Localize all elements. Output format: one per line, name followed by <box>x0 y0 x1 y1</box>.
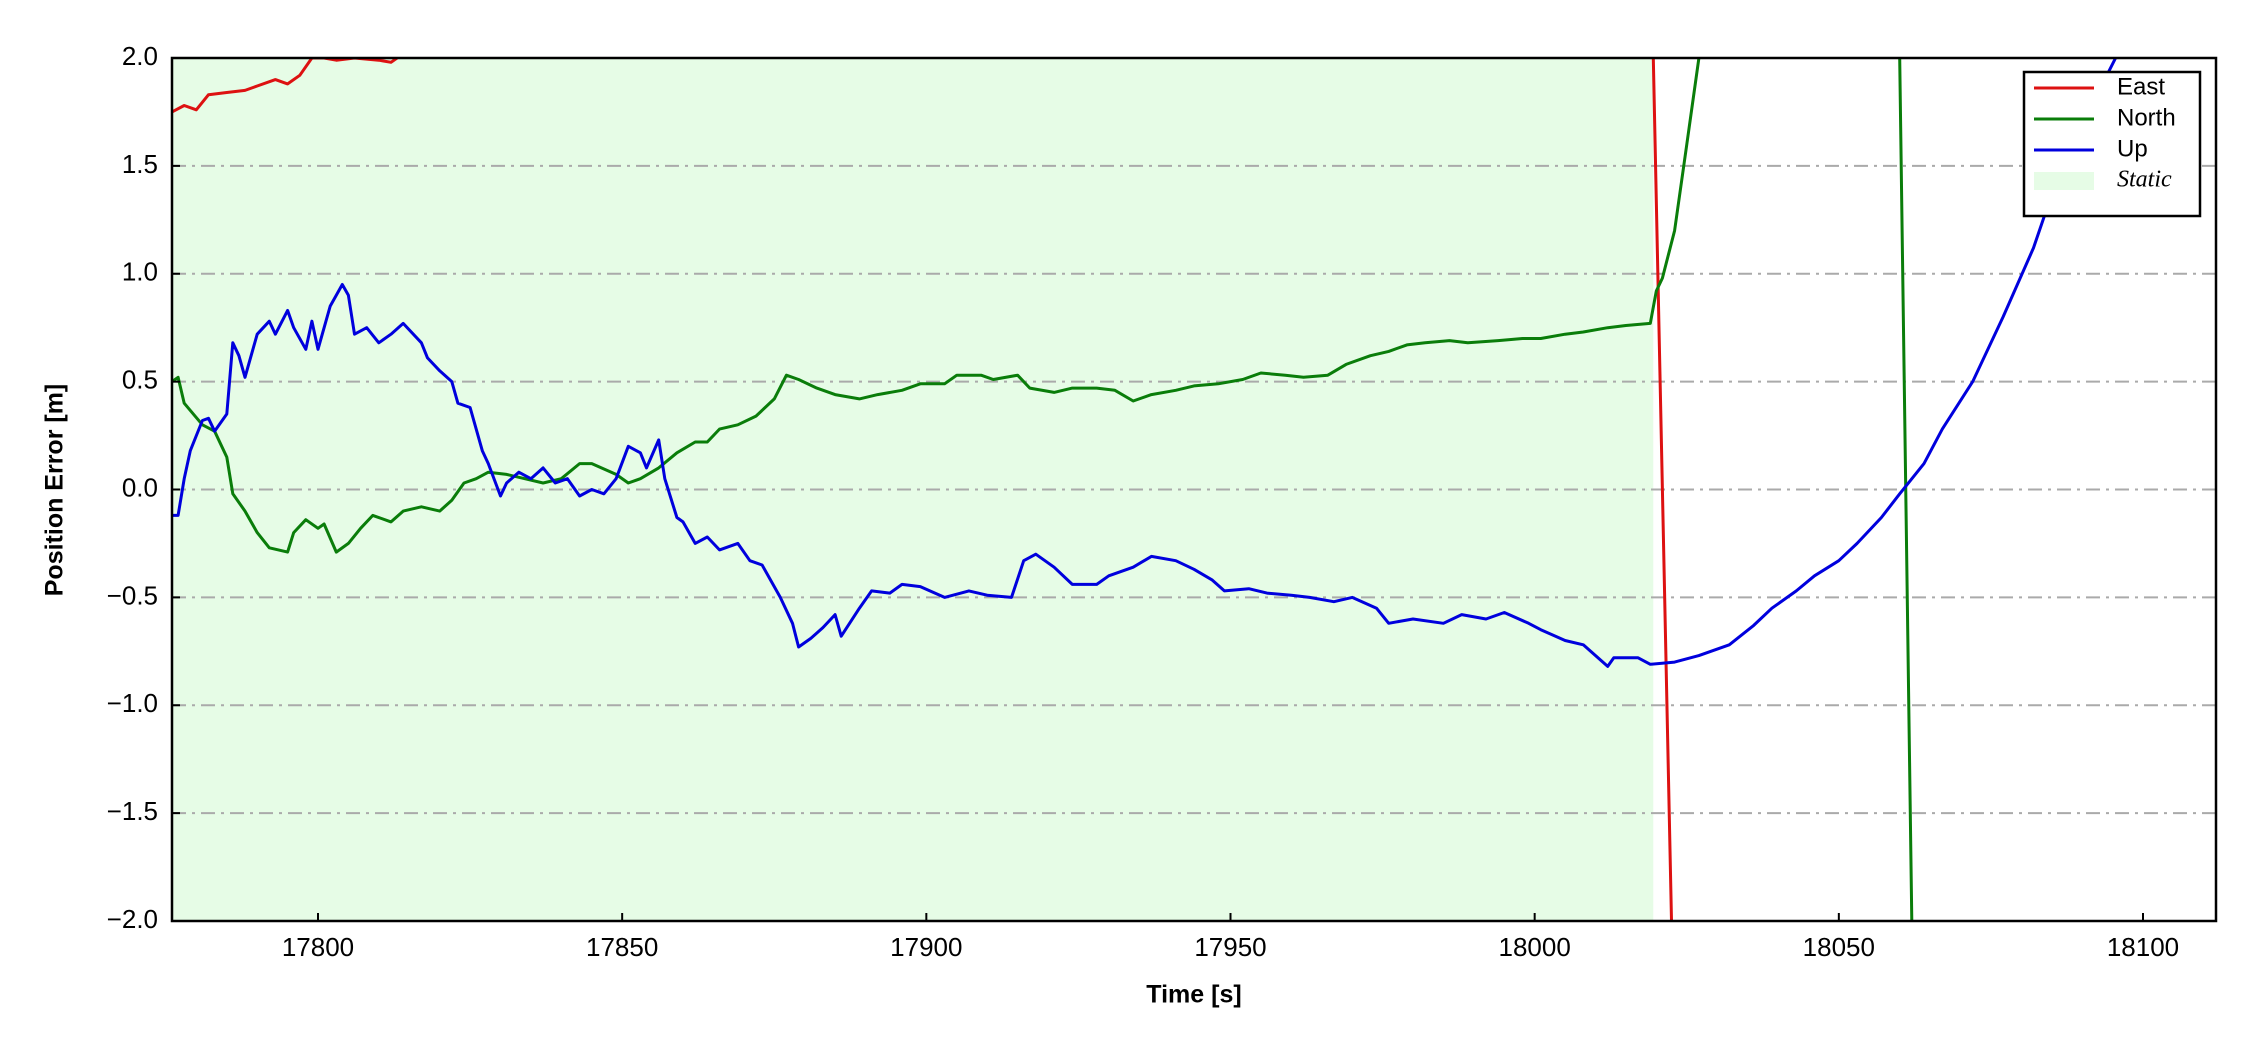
plot-background <box>172 58 1654 921</box>
y-tick-label: 2.0 <box>122 41 158 71</box>
x-tick-label: 17850 <box>586 932 658 962</box>
y-tick-label: 1.0 <box>122 257 158 287</box>
legend-label: North <box>2117 104 2176 131</box>
x-tick-label: 18000 <box>1499 932 1571 962</box>
legend-label: Static <box>2117 167 2172 193</box>
y-tick-label: −1.5 <box>107 796 158 826</box>
y-tick-label: 0.5 <box>122 365 158 395</box>
y-axis-label: Position Error [m] <box>41 384 69 597</box>
x-tick-label: 17900 <box>890 932 962 962</box>
x-tick-label: 18050 <box>1803 932 1875 962</box>
legend-label: Up <box>2117 135 2148 162</box>
y-tick-label: −1.0 <box>107 688 158 718</box>
x-axis-label: Time [s] <box>1146 981 1241 1009</box>
series-line <box>172 58 1914 921</box>
series-line <box>172 58 2117 668</box>
x-tick-label: 18100 <box>2107 932 2179 962</box>
y-tick-label: −2.0 <box>107 904 158 934</box>
y-tick-label: 0.0 <box>122 472 158 502</box>
x-tick-label: 17950 <box>1194 932 1266 962</box>
y-tick-label: −0.5 <box>107 580 158 610</box>
axes: −2.0 −1.5 −1.0 −0.5 0.0 0.5 1.0 1.5 2.0 17800 1785… <box>107 41 2179 962</box>
legend-frame <box>2022 70 2202 218</box>
static-region <box>172 58 1654 921</box>
legend-swatch <box>2034 172 2094 190</box>
y-tick-label: 1.5 <box>122 149 158 179</box>
x-tick-label: 17800 <box>282 932 354 962</box>
legend-label: East <box>2117 73 2165 100</box>
legend: East North Up Static <box>2022 70 2202 218</box>
